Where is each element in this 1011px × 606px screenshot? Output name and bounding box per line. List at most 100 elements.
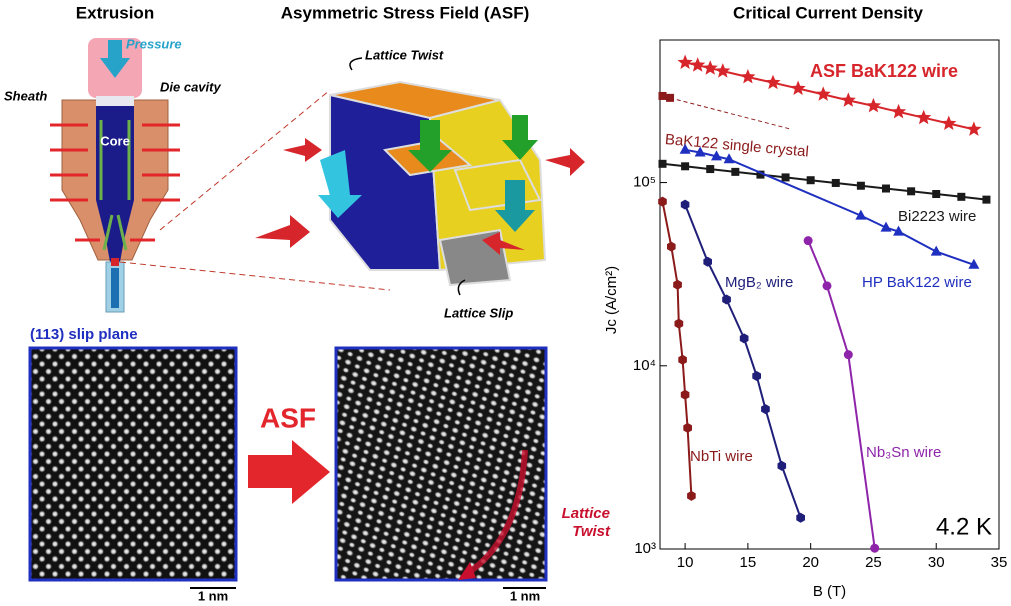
- x-tick-label: 30: [928, 554, 945, 571]
- marker: [882, 184, 890, 193]
- label: Lattice Twist: [365, 47, 444, 62]
- chart: 10 15 20 25 30 35 10³ 10⁴ 10⁵ B (T) Jc (A/cm²) 4.2 …: [603, 39, 1008, 600]
- x-tick-label: 20: [802, 554, 819, 571]
- marker: [907, 187, 916, 196]
- marker: [957, 192, 966, 201]
- label: Core: [100, 133, 130, 148]
- marker: [690, 57, 706, 72]
- marker: [822, 281, 832, 291]
- marker: [880, 221, 892, 232]
- marker: [681, 162, 690, 171]
- marker: [711, 150, 722, 161]
- marker: [966, 121, 982, 136]
- stress-arrows: [255, 115, 585, 255]
- marker: [932, 190, 941, 199]
- stem-image: [28, 346, 238, 582]
- marker: [667, 241, 676, 252]
- marker: [703, 256, 712, 267]
- marker: [840, 92, 856, 107]
- label: Sheath: [4, 88, 47, 103]
- x-tick-label: 35: [991, 554, 1008, 571]
- y-axis-label: Jc (A/cm²): [603, 266, 620, 334]
- label: Lattice Slip: [444, 305, 513, 320]
- marker: [677, 54, 693, 69]
- marker: [941, 115, 957, 130]
- series-label: Bi2223 wire: [898, 208, 976, 225]
- marker: [843, 350, 853, 360]
- arrow: [248, 440, 330, 504]
- y-tick-label: 10⁵: [633, 174, 656, 191]
- panel-title: Extrusion: [76, 3, 154, 22]
- label: ASF: [260, 402, 316, 433]
- series-label: HP BaK122 wire: [862, 274, 972, 291]
- marker: [683, 422, 692, 433]
- series-label: MgB₂ wire: [725, 274, 793, 291]
- marker: [694, 146, 706, 157]
- plot-frame: [659, 39, 1000, 550]
- marker: [870, 543, 880, 553]
- marker: [982, 195, 991, 204]
- marker: [723, 153, 735, 164]
- panel-title: Asymmetric Stress Field (ASF): [281, 3, 529, 22]
- marker: [930, 245, 942, 256]
- marker: [831, 178, 840, 187]
- chart-title: Critical Current Density: [733, 3, 923, 22]
- marker: [856, 181, 865, 190]
- temperature-label: 4.2 K: [936, 513, 992, 540]
- marker: [916, 109, 932, 125]
- marker: [687, 490, 696, 501]
- marker: [890, 103, 907, 119]
- y-tick-label: 10⁴: [633, 357, 656, 374]
- marker: [678, 354, 687, 365]
- series-label: Nb₃Sn wire: [866, 444, 941, 461]
- marker: [658, 91, 667, 100]
- series-line: [807, 240, 876, 549]
- marker: [752, 371, 761, 381]
- marker: [865, 97, 882, 113]
- marker: [680, 199, 690, 210]
- marker: [739, 333, 749, 344]
- extrapolation-line: [669, 97, 792, 130]
- marker: [674, 318, 684, 329]
- x-axis-label: B (T): [813, 583, 846, 600]
- marker: [790, 80, 806, 95]
- x-tick-label: 15: [740, 554, 757, 571]
- marker: [680, 389, 690, 400]
- marker: [740, 69, 756, 84]
- marker: [756, 170, 765, 179]
- scale-bar: 1 nm: [510, 588, 540, 603]
- marker: [815, 86, 831, 101]
- marker: [796, 512, 805, 523]
- marker: [777, 460, 787, 471]
- stem-image: [334, 346, 548, 582]
- x-tick-label: 25: [865, 554, 882, 571]
- marker: [731, 167, 740, 176]
- marker: [806, 176, 815, 185]
- marker: [722, 294, 731, 305]
- marker: [666, 93, 675, 102]
- marker: [781, 173, 790, 182]
- marker: [673, 279, 682, 290]
- marker: [715, 63, 731, 78]
- label: Lattice Twist: [561, 505, 610, 540]
- x-tick-label: 10: [677, 554, 694, 571]
- series-label: NbTi wire: [690, 448, 753, 465]
- series-line: [662, 162, 987, 201]
- y-tick-label: 10³: [634, 540, 656, 557]
- marker: [761, 404, 770, 415]
- series-line: [661, 201, 693, 496]
- marker: [658, 159, 667, 168]
- marker: [855, 209, 867, 220]
- label: Pressure: [126, 36, 182, 51]
- marker: [679, 143, 691, 154]
- extrusion-schematic: [50, 38, 391, 313]
- marker: [968, 258, 980, 269]
- series-line: [684, 204, 802, 519]
- marker: [658, 196, 667, 207]
- label: Die cavity: [160, 79, 221, 94]
- marker: [702, 60, 718, 75]
- series-label: ASF BaK122 wire: [810, 61, 958, 81]
- marker: [765, 74, 781, 90]
